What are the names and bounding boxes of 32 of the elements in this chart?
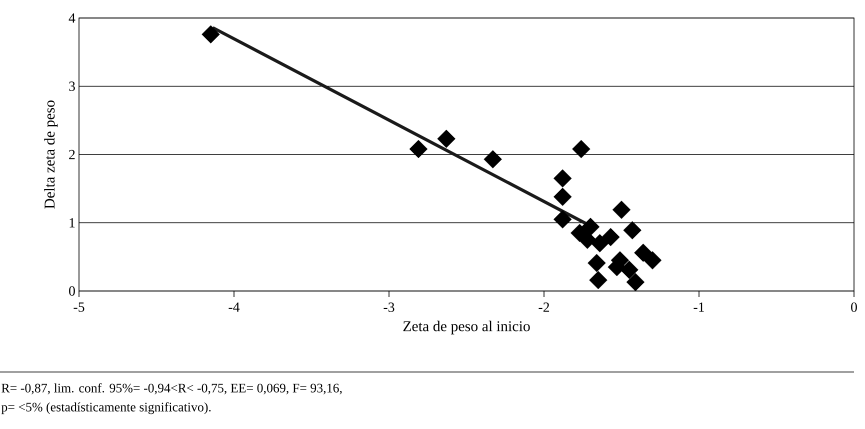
point — [589, 270, 608, 290]
x-tick-label: -3 — [384, 302, 394, 312]
y-tick-label: 4 — [68, 13, 76, 23]
x-tick-label: -5 — [74, 302, 84, 312]
y-tick-label: 0 — [69, 286, 75, 296]
point — [484, 150, 502, 168]
point — [643, 251, 662, 270]
y-tick-label: 2 — [69, 150, 75, 160]
point — [437, 130, 456, 148]
x-axis-title: Zeta de peso al inicio — [403, 320, 530, 334]
text: R= -0,87, lim. conf. 95%= -0,94<R< -0,75, EE= 0,069, F= 93,16, — [2, 383, 342, 394]
point — [588, 254, 606, 272]
point — [634, 244, 652, 262]
point — [626, 273, 645, 292]
point — [202, 25, 220, 44]
x-tick-label: -4 — [228, 302, 240, 312]
x-tick-label: -1 — [694, 302, 704, 312]
text: p= <5% (estadísticamente significativo). — [1, 402, 211, 414]
point — [623, 221, 642, 240]
y-axis-title: Delta zeta de peso — [44, 100, 58, 209]
x-tick-label: -2 — [538, 302, 550, 312]
y-tick-label: 1 — [70, 218, 75, 228]
point — [553, 210, 572, 228]
point — [553, 169, 572, 188]
x-tick-label: 0 — [851, 302, 857, 312]
point — [553, 188, 572, 206]
point — [409, 140, 428, 158]
point — [602, 228, 620, 246]
point — [572, 140, 590, 158]
point — [612, 200, 631, 219]
y-tick-label: 3 — [69, 82, 75, 91]
point — [620, 260, 638, 279]
